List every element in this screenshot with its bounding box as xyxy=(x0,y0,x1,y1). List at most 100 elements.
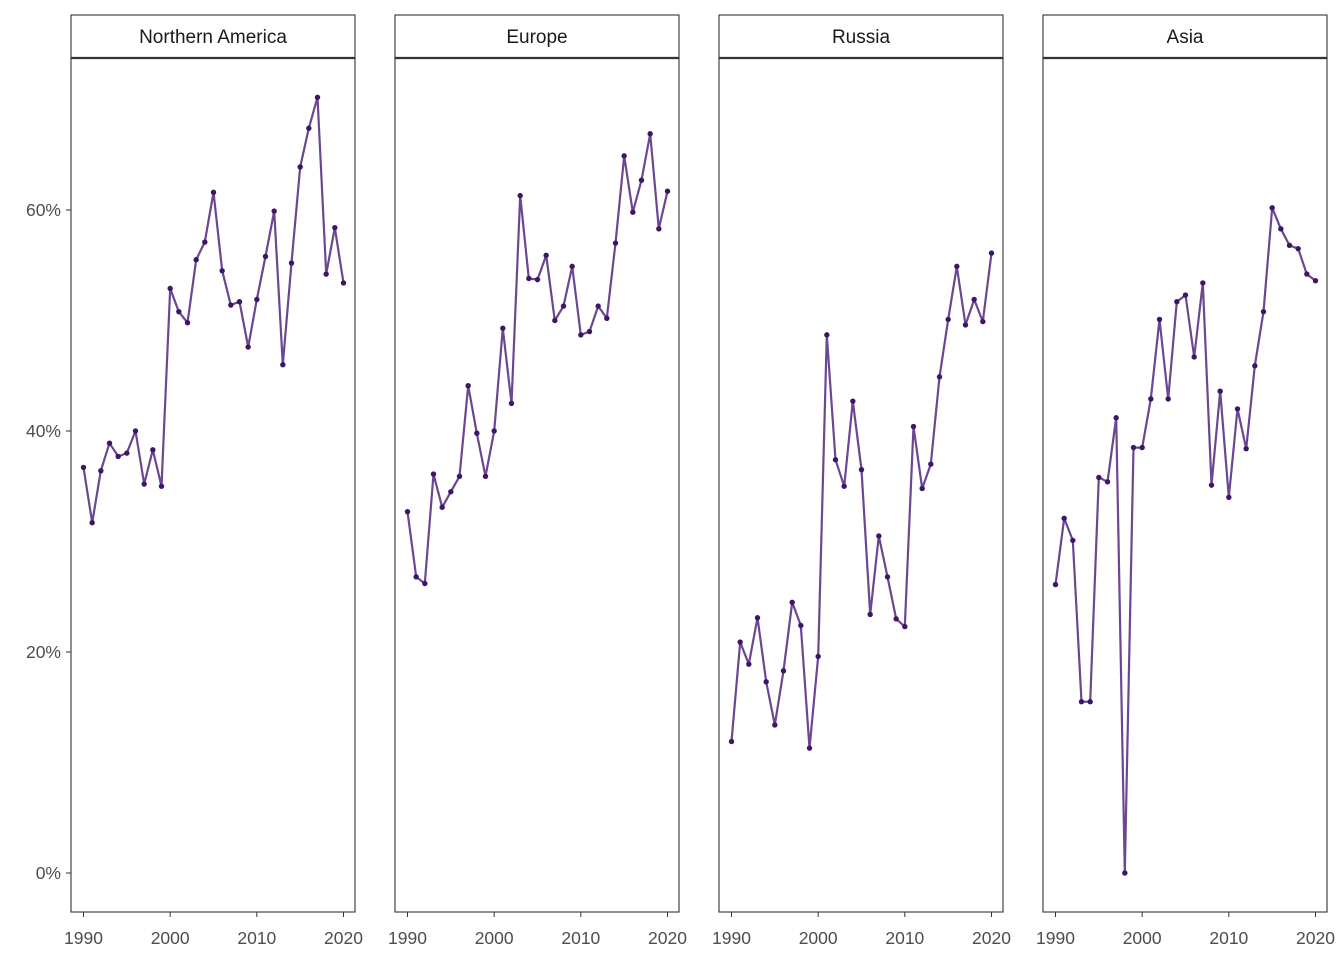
data-point xyxy=(954,263,960,270)
data-point xyxy=(980,318,986,325)
data-point xyxy=(474,430,480,436)
data-point xyxy=(1208,482,1215,488)
x-tick-label: 2000 xyxy=(1123,928,1162,948)
facet-strip-label: Northern America xyxy=(139,27,287,48)
data-point xyxy=(288,260,295,266)
facet-strip xyxy=(70,14,356,59)
x-tick-label: 2020 xyxy=(324,928,363,948)
data-point xyxy=(500,325,506,331)
data-point xyxy=(98,468,104,474)
panel-border xyxy=(394,57,680,913)
data-point xyxy=(780,668,787,674)
data-point xyxy=(526,275,532,282)
data-point xyxy=(1156,316,1163,323)
series-line xyxy=(82,96,345,524)
x-tick-label: 2000 xyxy=(151,928,190,948)
data-point xyxy=(141,481,147,487)
data-point xyxy=(919,485,925,492)
data-point xyxy=(184,320,191,326)
data-point xyxy=(647,131,653,137)
data-point xyxy=(867,611,873,618)
data-point xyxy=(413,574,419,580)
data-point xyxy=(1200,280,1206,286)
facet-strip-label: Asia xyxy=(1167,27,1204,48)
facet-strip xyxy=(718,14,1004,59)
data-point xyxy=(1191,354,1197,360)
data-point xyxy=(106,440,113,446)
data-point xyxy=(552,317,558,324)
data-point xyxy=(1243,445,1249,452)
panel-border xyxy=(718,57,1004,913)
data-point xyxy=(543,252,549,259)
data-point xyxy=(841,483,847,489)
data-point xyxy=(89,520,95,526)
facet-strip-label: Russia xyxy=(832,27,891,48)
data-point xyxy=(560,303,567,309)
data-point xyxy=(945,316,951,323)
panel-border xyxy=(1042,57,1328,913)
data-point xyxy=(1260,308,1267,315)
data-point xyxy=(1226,494,1232,500)
data-point xyxy=(1312,278,1319,284)
data-point xyxy=(1070,537,1076,544)
series-line xyxy=(730,252,993,750)
data-point xyxy=(1269,205,1275,211)
data-point xyxy=(928,461,934,467)
data-point xyxy=(876,533,882,539)
data-point xyxy=(595,303,601,309)
data-point xyxy=(236,299,243,305)
data-point xyxy=(1278,226,1284,232)
data-point xyxy=(850,398,856,404)
data-point xyxy=(936,374,943,380)
data-point xyxy=(1139,444,1145,451)
data-point xyxy=(971,296,977,303)
data-point xyxy=(1130,444,1137,451)
data-point xyxy=(314,94,321,100)
data-point xyxy=(1078,699,1085,705)
data-point xyxy=(124,450,130,456)
data-point xyxy=(228,302,234,308)
data-point xyxy=(763,679,769,685)
data-point xyxy=(586,328,593,335)
data-point xyxy=(297,164,303,170)
series-line xyxy=(1054,206,1317,875)
data-point xyxy=(1087,699,1093,705)
x-tick-label: 1990 xyxy=(388,928,427,948)
data-point xyxy=(210,189,217,196)
data-point xyxy=(167,285,173,292)
data-point xyxy=(1182,292,1189,298)
data-point xyxy=(80,464,87,471)
data-point xyxy=(1052,581,1059,588)
data-point xyxy=(271,208,277,214)
data-point xyxy=(439,504,445,510)
data-point xyxy=(517,192,523,199)
data-point xyxy=(323,271,329,277)
data-point xyxy=(456,473,463,480)
facet-strip-label: Europe xyxy=(506,27,567,48)
data-point xyxy=(902,623,908,630)
data-point xyxy=(630,209,636,215)
y-tick-label: 40% xyxy=(26,421,61,441)
data-point xyxy=(728,738,735,745)
x-tick-label: 2020 xyxy=(648,928,687,948)
data-point xyxy=(772,722,778,728)
data-point xyxy=(1165,396,1171,402)
data-point xyxy=(430,471,437,477)
data-point xyxy=(491,428,497,434)
data-point xyxy=(219,268,225,274)
data-point xyxy=(1174,299,1180,305)
data-point xyxy=(858,466,865,473)
data-point xyxy=(604,315,610,321)
data-point xyxy=(815,653,821,660)
data-point xyxy=(448,489,454,495)
x-tick-label: 2020 xyxy=(972,928,1011,948)
data-point xyxy=(245,344,251,350)
data-point xyxy=(1234,406,1241,412)
data-point xyxy=(1286,242,1293,249)
data-point xyxy=(988,250,995,256)
data-point xyxy=(824,332,830,338)
data-point xyxy=(115,453,121,460)
data-point xyxy=(306,125,312,131)
